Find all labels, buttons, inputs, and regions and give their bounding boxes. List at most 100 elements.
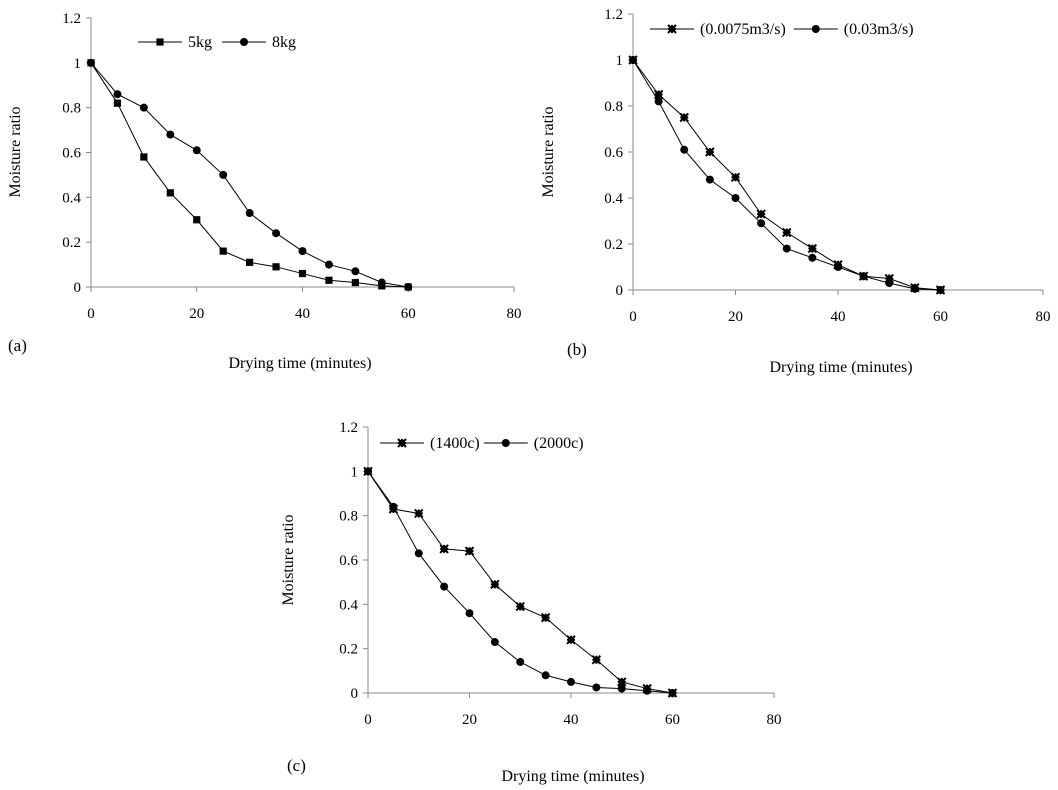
y-tick-label: 0.2 (604, 237, 623, 253)
data-point (351, 278, 359, 287)
y-axis-title: Moisture ratio (280, 514, 297, 605)
data-point (490, 579, 500, 590)
data-point (377, 278, 386, 287)
data-point (113, 99, 122, 107)
data-point (490, 638, 499, 647)
legend-label: (2000c) (534, 435, 584, 452)
data-point (246, 258, 254, 266)
y-tick-label: 0.8 (604, 99, 623, 115)
data-point (515, 601, 525, 612)
data-point (617, 684, 626, 693)
y-tick-label: 0.6 (604, 145, 623, 161)
chart-panel-1: 0 0.2 0.4 0.6 0.8 1 1.2 0 20 40 60 80 Drying time (m… (7, 11, 522, 372)
series-line (632, 59, 941, 291)
x-tick-label: 40 (295, 306, 310, 322)
y-tick-label: 1 (351, 464, 359, 480)
x-tick-label: 20 (462, 712, 477, 728)
x-tick-label: 20 (728, 309, 743, 325)
data-point (113, 90, 122, 99)
y-tick-label: 0.4 (62, 190, 81, 206)
data-point (859, 272, 868, 281)
series-line (632, 59, 941, 291)
data-point (414, 549, 423, 558)
x-tick-label: 0 (364, 712, 372, 728)
y-axis-title: Moisture ratio (7, 106, 24, 197)
data-point (298, 247, 307, 256)
data-point (245, 209, 254, 218)
y-tick-label: 0 (74, 280, 82, 296)
legend: (1400c) (2000c) (380, 435, 584, 452)
x-axis-title: Drying time (minutes) (769, 359, 912, 376)
data-point (834, 263, 842, 271)
legend: 5kg 8kg (138, 34, 296, 51)
data-point (272, 229, 281, 238)
panel-label: (a) (8, 336, 27, 355)
data-point (465, 609, 474, 618)
y-tick-label: 1.2 (62, 11, 81, 27)
x-tick-label: 0 (87, 306, 95, 322)
data-point (516, 657, 525, 666)
data-point (936, 286, 945, 294)
legend-label: 8kg (272, 34, 296, 51)
series-1 (628, 55, 946, 295)
data-point (439, 544, 449, 554)
legend-marker (240, 38, 248, 46)
x-axis-title: Drying time (minutes) (501, 768, 644, 785)
data-point (679, 112, 689, 123)
data-point (566, 635, 576, 645)
data-point (404, 283, 413, 291)
series-line (90, 62, 409, 288)
data-point (808, 253, 817, 262)
chart-panel-3: 0 0.2 0.4 0.6 0.8 1 1.2 0 20 40 60 80 Drying time (m… (280, 420, 782, 785)
panel-label: (c) (287, 756, 306, 775)
data-point (192, 146, 201, 155)
x-tick-label: 80 (1036, 309, 1051, 325)
data-point (166, 189, 174, 197)
legend-marker (156, 38, 164, 46)
data-point (219, 247, 227, 255)
data-point (653, 89, 664, 100)
data-point (910, 284, 919, 293)
data-point (87, 58, 95, 67)
x-tick-label: 60 (933, 309, 948, 325)
data-point (782, 227, 792, 238)
data-point (272, 263, 280, 271)
x-tick-label: 40 (831, 309, 846, 325)
x-tick-label: 80 (507, 306, 522, 322)
y-tick-label: 1.2 (339, 420, 358, 436)
data-point (668, 689, 677, 697)
x-tick-label: 80 (767, 712, 782, 728)
x-tick-label: 60 (665, 712, 680, 728)
data-point (591, 655, 602, 665)
data-point (325, 276, 333, 284)
data-point (757, 219, 766, 228)
data-point (364, 467, 372, 476)
y-tick-label: 0.4 (604, 191, 623, 207)
x-tick-label: 60 (401, 306, 416, 322)
legend-label: (0.0075m3/s) (700, 21, 786, 38)
legend-label: (1400c) (430, 435, 480, 452)
data-point (324, 260, 333, 269)
data-point (654, 97, 663, 106)
x-axis-title: Drying time (minutes) (228, 355, 371, 372)
data-point (629, 56, 637, 64)
data-point (219, 170, 228, 179)
data-point (885, 279, 894, 288)
data-point (592, 683, 601, 692)
data-point (140, 153, 148, 161)
data-point (807, 243, 818, 254)
legend-label: (0.03m3/s) (844, 21, 914, 38)
data-point (705, 175, 714, 184)
data-point (414, 508, 424, 519)
legend-marker (811, 25, 820, 33)
legend-marker (397, 438, 407, 448)
data-point (464, 546, 475, 556)
data-point (139, 103, 148, 112)
y-tick-label: 0 (616, 283, 624, 299)
data-point (884, 273, 894, 284)
legend-marker (501, 439, 510, 447)
data-point (643, 686, 652, 695)
series-2 (364, 467, 677, 697)
y-tick-label: 1.2 (604, 7, 623, 23)
